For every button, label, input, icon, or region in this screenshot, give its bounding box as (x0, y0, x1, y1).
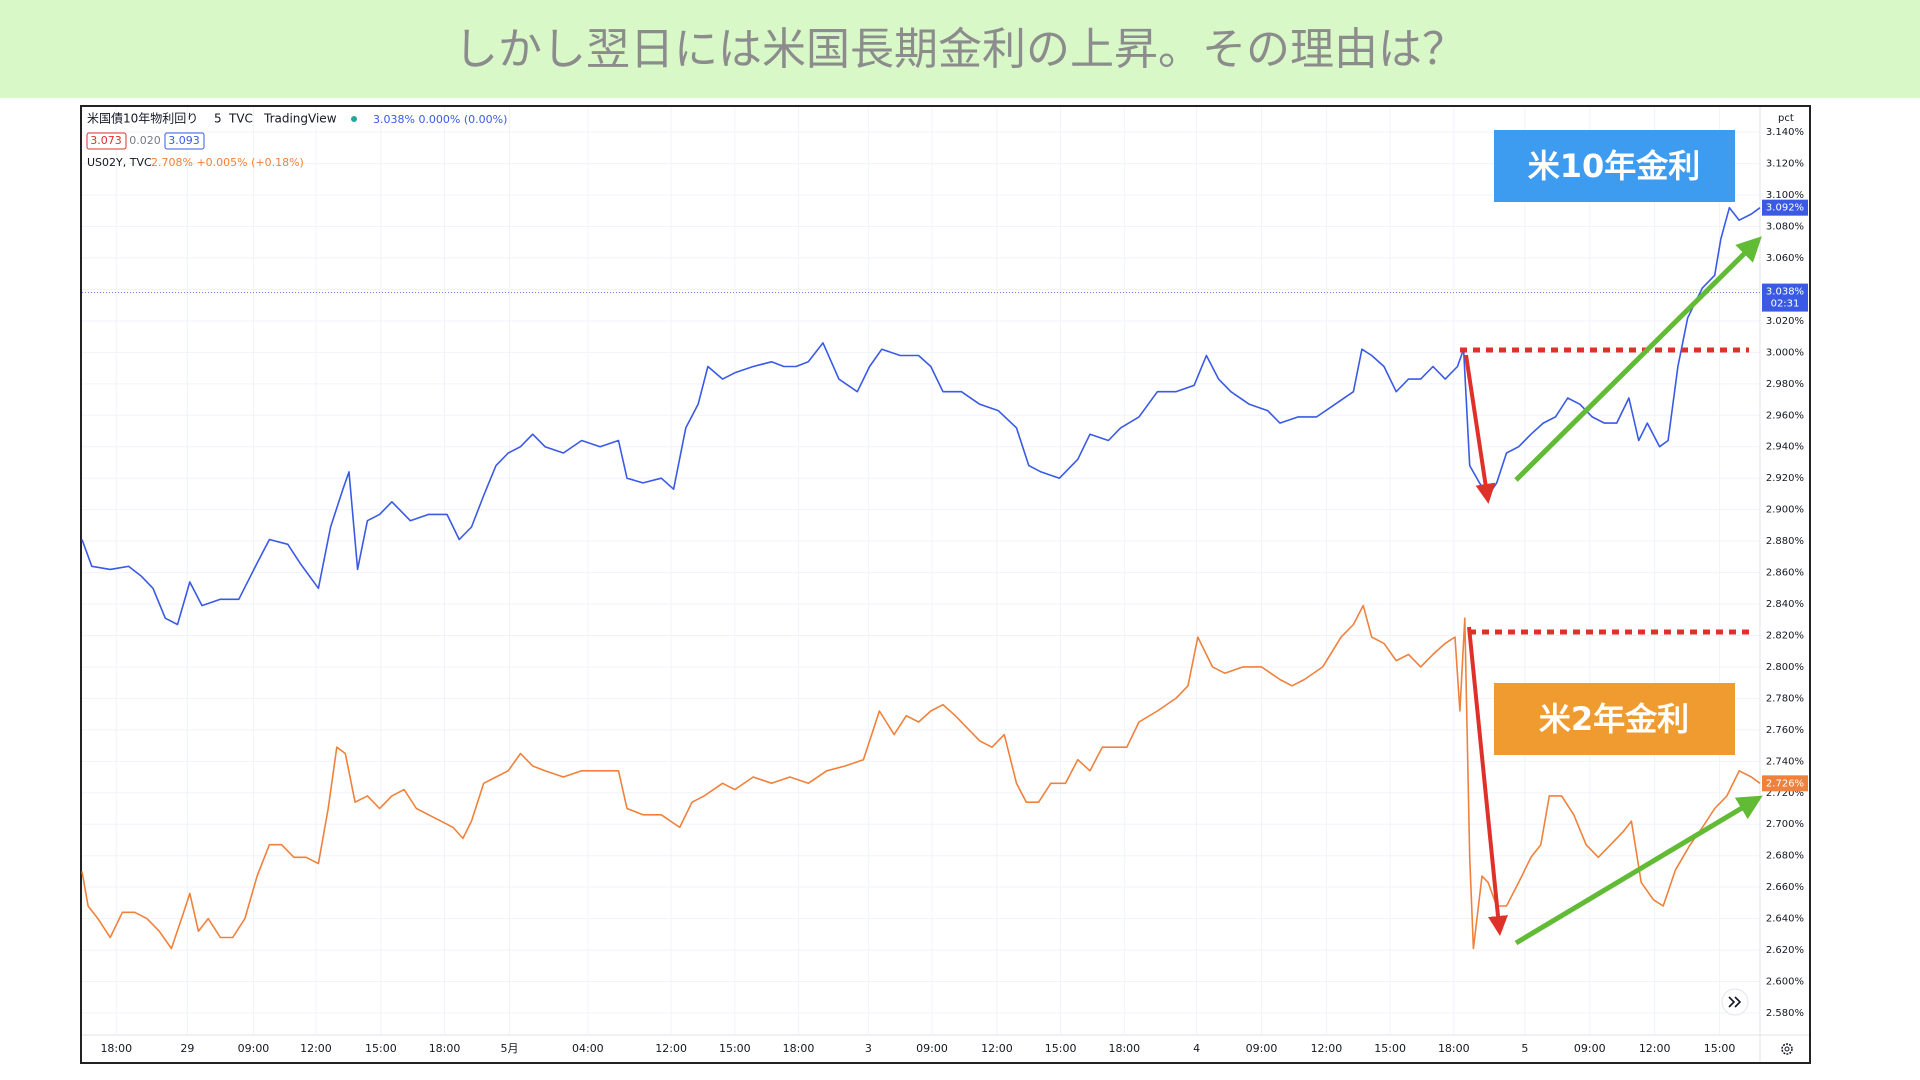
drop-arrow (1464, 354, 1496, 504)
y-tick-label: 2.720% (1766, 788, 1804, 799)
x-tick-label: 18:00 (429, 1042, 461, 1055)
series-line (81, 604, 1761, 950)
quote: 3.038% 0.000% (0.00%) (373, 113, 507, 126)
x-tick-label: 4 (1193, 1042, 1200, 1055)
y-tick-label: 3.020% (1766, 316, 1804, 327)
rise-arrow (1514, 236, 1762, 482)
bid-box (86, 132, 127, 150)
y-tick-label: 2.820% (1766, 630, 1804, 641)
x-tick-label: 15:00 (1374, 1042, 1406, 1055)
x-tick-label: 09:00 (238, 1042, 270, 1055)
scroll-button[interactable] (1721, 988, 1749, 1016)
y-tick-label: 2.940% (1766, 442, 1804, 453)
bid: 3.073 (90, 134, 122, 147)
chart-frame (80, 105, 1811, 1064)
x-tick-label: 12:00 (655, 1042, 687, 1055)
x-tick-label: 29 (180, 1042, 194, 1055)
x-tick-label: 18:00 (1108, 1042, 1140, 1055)
source: TVC (228, 112, 253, 126)
y-tick-label: 3.100% (1766, 190, 1804, 201)
y-tick-label: 2.800% (1766, 662, 1804, 673)
y-tick-label: 2.980% (1766, 379, 1804, 390)
x-tick-label: 3 (865, 1042, 872, 1055)
x-tick-label: 12:00 (300, 1042, 332, 1055)
y-tick-label: 2.740% (1766, 756, 1804, 767)
x-tick-label: 12:00 (981, 1042, 1013, 1055)
x-tick-label: 09:00 (916, 1042, 948, 1055)
plot (81, 206, 1761, 950)
y-tick-label: 2.640% (1766, 914, 1804, 925)
y-tick-label: 2.960% (1766, 410, 1804, 421)
y-tick-label: 2.580% (1766, 1008, 1804, 1019)
x-tick-label: 12:00 (1311, 1042, 1343, 1055)
y-tick-label: 2.780% (1766, 693, 1804, 704)
annotation: 米10年金利 (1528, 147, 1701, 185)
y-tick-label: 2.680% (1766, 851, 1804, 862)
y-tick-label: 2.660% (1766, 882, 1804, 893)
x-tick-label: 18:00 (100, 1042, 132, 1055)
price-label-box (1762, 283, 1808, 312)
y-tick-label: 3.120% (1766, 159, 1804, 170)
brand: TradingView (263, 112, 337, 126)
drop-arrow (1467, 626, 1508, 936)
y-tick-label: 2.620% (1766, 945, 1804, 956)
annotation-box (1494, 130, 1735, 202)
series2-name: US02Y, TVC (87, 156, 152, 169)
x-tick-label: 15:00 (719, 1042, 751, 1055)
y-tick-label: 2.760% (1766, 725, 1804, 736)
settings-button[interactable] (1781, 1043, 1793, 1055)
heading-band (0, 0, 1920, 98)
rise-arrow (1514, 795, 1763, 946)
ask: 3.093 (168, 134, 200, 147)
annotation-box (1494, 683, 1735, 755)
price-label: 3.092% (1766, 203, 1804, 214)
x-tick-label: 09:00 (1246, 1042, 1278, 1055)
price-label: 3.038% (1766, 287, 1804, 298)
y-tick-label: 2.880% (1766, 536, 1804, 547)
y-tick-label: 3.060% (1766, 253, 1804, 264)
annotation: 米2年金利 (1539, 700, 1689, 738)
price-label-box (1762, 199, 1808, 216)
x-tick-label: 04:00 (572, 1042, 604, 1055)
x-tick-label: 09:00 (1574, 1042, 1606, 1055)
status-dot (351, 116, 357, 122)
x-tick-label: 5月 (500, 1042, 518, 1055)
series-line (81, 206, 1761, 626)
y-tick-label: 3.080% (1766, 222, 1804, 233)
ask-box (164, 132, 205, 150)
y-tick-label: 2.700% (1766, 819, 1804, 830)
quote2: 2.708% +0.005% (+0.18%) (151, 156, 304, 169)
spread: 0.020 (129, 134, 161, 147)
price-label-box (1762, 775, 1808, 792)
y-tick-label: 2.860% (1766, 568, 1804, 579)
x-tick-label: 12:00 (1639, 1042, 1671, 1055)
y-tick-label: 3.000% (1766, 347, 1804, 358)
y-tick-label: 2.900% (1766, 505, 1804, 516)
interval: 5 (214, 112, 222, 126)
price-label: 2.726% (1766, 778, 1804, 789)
x-tick-label: 15:00 (1704, 1042, 1736, 1055)
heading: しかし翌日には米国長期金利の上昇。その理由は？ (454, 24, 1466, 75)
price-label-time: 02:31 (1771, 299, 1800, 310)
y-tick-label: 3.140% (1766, 127, 1804, 138)
y-tick-label: 2.600% (1766, 977, 1804, 988)
x-tick-label: 5 (1521, 1042, 1528, 1055)
y-unit: pct (1778, 113, 1794, 124)
x-tick-label: 15:00 (365, 1042, 397, 1055)
y-tick-label: 2.920% (1766, 473, 1804, 484)
y-tick-label: 2.840% (1766, 599, 1804, 610)
x-tick-label: 18:00 (783, 1042, 815, 1055)
x-tick-label: 18:00 (1438, 1042, 1470, 1055)
symbol: 米国債10年物利回り (87, 111, 198, 126)
x-tick-label: 15:00 (1045, 1042, 1077, 1055)
